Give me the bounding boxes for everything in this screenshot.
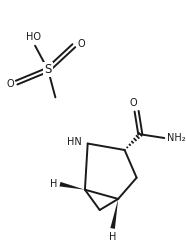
Text: H: H [50,179,57,189]
Text: S: S [44,63,52,76]
Polygon shape [110,199,118,229]
Text: HN: HN [67,137,82,147]
Text: O: O [6,80,14,90]
Text: O: O [129,98,137,108]
Text: H: H [109,232,116,242]
Polygon shape [60,182,85,190]
Text: HO: HO [26,32,41,42]
Text: O: O [78,39,85,49]
Text: NH₂: NH₂ [167,133,186,143]
